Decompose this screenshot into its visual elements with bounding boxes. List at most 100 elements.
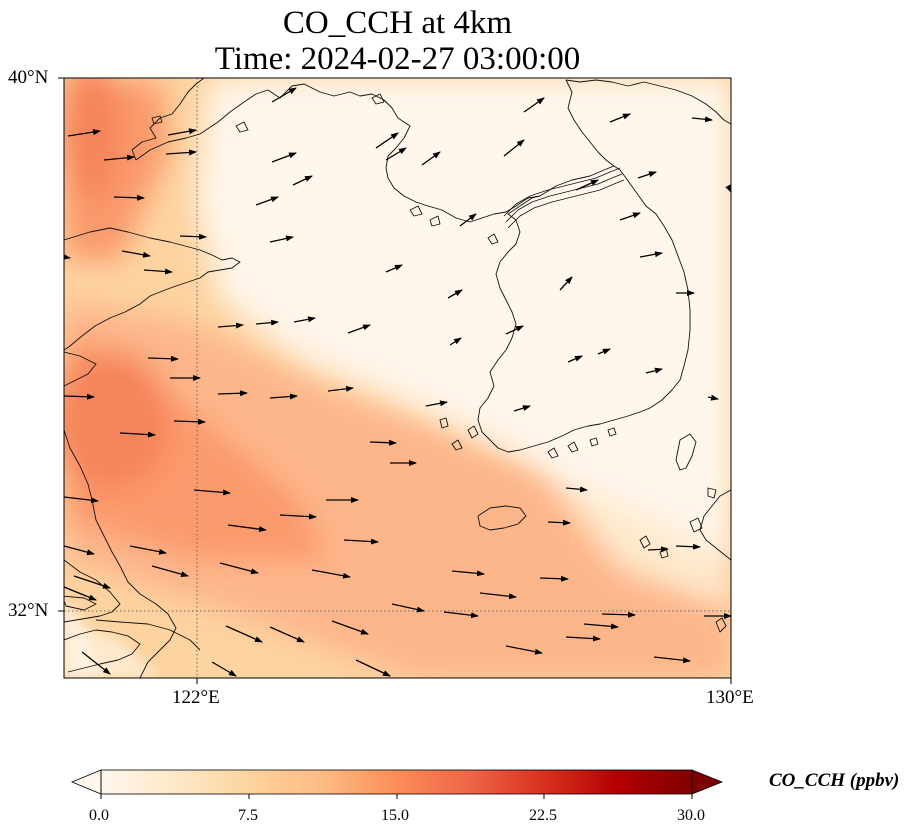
wind-arrow — [64, 545, 95, 556]
wind-arrow — [385, 264, 403, 273]
wind-arrow — [269, 235, 294, 243]
wind-arrow — [119, 431, 156, 438]
wind-arrow — [147, 355, 179, 362]
wind-arrow — [121, 250, 151, 258]
wind-arrow — [67, 129, 101, 137]
colorbar-extend-min — [70, 769, 102, 795]
colorbar-tick-label: 15.0 — [381, 807, 409, 824]
wind-arrow — [129, 545, 167, 555]
wind-arrow — [451, 570, 485, 577]
wind-arrow — [269, 393, 298, 400]
wind-arrow — [647, 546, 669, 553]
wind-arrow — [505, 645, 543, 655]
wind-arrow — [559, 276, 573, 291]
wind-arrow — [597, 348, 611, 355]
wind-arrow — [355, 659, 391, 677]
wind-arrow — [327, 385, 354, 392]
wind-arrow — [64, 393, 95, 400]
wind-arrow — [64, 253, 71, 260]
wind-arrow — [255, 196, 279, 206]
wind-arrow — [375, 132, 399, 149]
wind-arrow — [217, 322, 244, 329]
wind-arrow — [639, 251, 663, 258]
wind-arrow — [637, 171, 657, 179]
wind-arrow — [513, 405, 531, 412]
wind-arrow — [143, 268, 173, 275]
wind-arrow — [225, 625, 263, 643]
wind-arrow — [619, 212, 641, 221]
wind-arrow — [447, 289, 463, 299]
wind-arrow — [443, 611, 479, 619]
wind-arrow — [575, 179, 599, 191]
wind-arrow — [653, 656, 691, 664]
wind-arrow — [165, 149, 197, 156]
wind-arrow — [565, 486, 588, 493]
wind-arrow — [421, 151, 441, 166]
wind-arrow — [292, 175, 313, 186]
wind-arrow — [343, 538, 379, 545]
lat-tick-label: 40°N — [8, 67, 49, 88]
wind-arrow — [609, 113, 631, 123]
wind-arrow — [227, 524, 267, 533]
wind-arrow — [271, 152, 297, 163]
co-concentration-field — [64, 78, 731, 678]
wind-arrow — [311, 569, 351, 579]
colorbar-tick-label: 0.0 — [89, 807, 109, 824]
wind-arrow — [179, 233, 207, 240]
wind-arrow — [565, 635, 601, 642]
map-title: CO_CCH at 4km — [282, 5, 513, 41]
colorbar-tick-label: 22.5 — [529, 807, 557, 824]
wind-arrow — [81, 651, 111, 675]
wind-arrow — [211, 661, 237, 677]
map-frame — [63, 77, 732, 679]
wind-arrow — [151, 565, 189, 578]
wind-arrow — [103, 154, 135, 161]
wind-arrow — [255, 319, 279, 326]
wind-arrow — [331, 620, 369, 635]
colorbar-gradient — [101, 770, 692, 794]
wind-arrow — [449, 337, 462, 346]
wind-arrow — [523, 97, 545, 113]
wind-arrow — [269, 626, 305, 643]
colorbar — [70, 769, 724, 799]
colorbar-tick-label: 30.0 — [677, 807, 705, 824]
wind-arrow — [707, 394, 719, 401]
wind-arrow — [293, 316, 316, 323]
wind-arrow — [219, 562, 259, 575]
wind-arrow — [347, 324, 371, 334]
wind-arrow — [167, 128, 197, 136]
colorbar-label: CO_CCH (ppbv) — [769, 770, 900, 791]
map-subtitle-time: Time: 2024-02-27 03:00:00 — [214, 41, 581, 77]
wind-arrow — [391, 603, 425, 613]
wind-arrow — [675, 543, 701, 550]
lon-tick-label: 130°E — [706, 687, 754, 708]
wind-arrow — [539, 575, 569, 582]
wind-arrow — [113, 194, 145, 201]
coastlines — [64, 78, 731, 678]
wind-arrow — [193, 489, 231, 496]
wind-arrow — [73, 575, 111, 589]
wind-arrow — [503, 139, 525, 157]
wind-arrow — [64, 586, 97, 601]
colorbar-extend-max — [691, 769, 724, 795]
wind-arrow — [547, 519, 571, 526]
wind-arrow — [369, 439, 397, 446]
axis-tick-marks — [58, 77, 732, 684]
wind-arrow — [385, 147, 407, 161]
wind-arrow — [459, 213, 477, 227]
wind-arrow — [645, 367, 663, 374]
lat-tick-label: 32°N — [8, 600, 49, 621]
wind-arrow — [279, 513, 317, 520]
wind-arrow — [691, 116, 713, 123]
wind-arrow — [583, 623, 619, 630]
wind-arrow — [64, 496, 99, 504]
wind-arrow — [425, 400, 448, 407]
wind-arrow — [567, 355, 583, 363]
wind-arrow — [173, 418, 206, 425]
wind-arrow — [601, 611, 636, 618]
lon-tick-label: 122°E — [172, 687, 220, 708]
wind-arrow — [479, 592, 517, 600]
wind-vectors — [64, 87, 731, 677]
wind-arrow — [271, 87, 297, 103]
